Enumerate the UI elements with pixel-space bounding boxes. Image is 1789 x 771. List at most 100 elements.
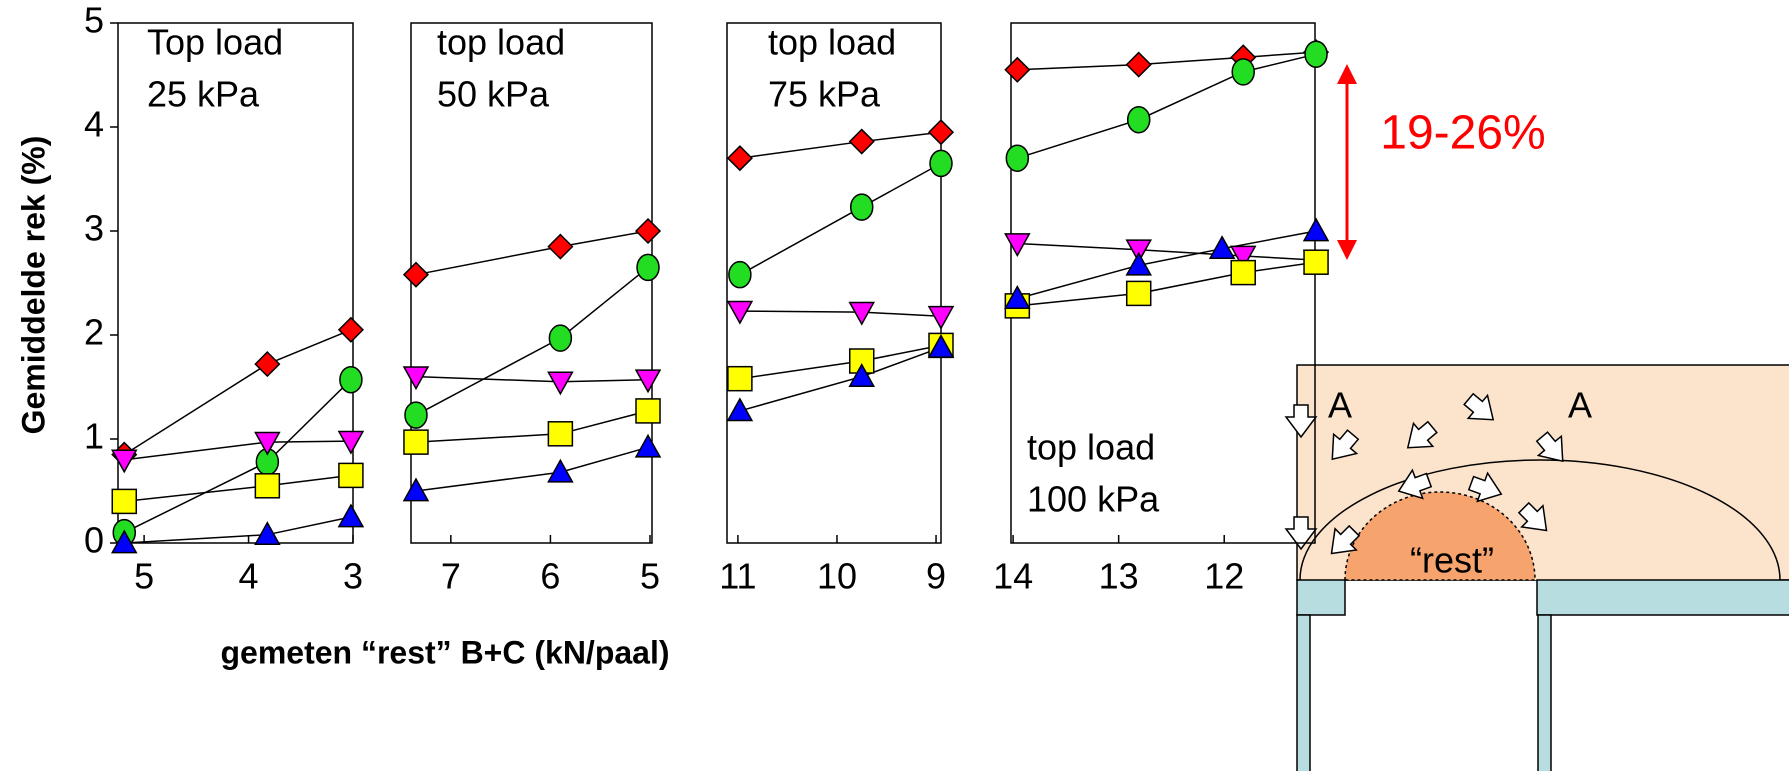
marker: [402, 477, 430, 502]
panel-title: top load: [768, 22, 896, 63]
marker: [1229, 245, 1257, 270]
panel-frame: [726, 22, 942, 544]
marker: [634, 369, 662, 394]
marker: [110, 529, 138, 554]
series-line: [123, 329, 352, 456]
marker: [634, 217, 662, 245]
marker: [927, 333, 955, 358]
marker: [1126, 105, 1151, 134]
panel-title: 50 kPa: [437, 74, 550, 115]
series-line: [739, 131, 942, 159]
series-line: [1017, 53, 1317, 159]
y-tick-label: 3: [84, 208, 104, 249]
annotation: 19-26%: [1380, 107, 1545, 160]
marker: [1208, 235, 1236, 260]
marker: [1005, 144, 1030, 172]
series-line: [739, 162, 942, 276]
series-line: [1017, 261, 1317, 307]
marker: [927, 305, 955, 330]
series-line: [739, 344, 942, 380]
marker: [404, 401, 428, 429]
series-line: [1017, 230, 1317, 300]
x-tick-label: 7: [441, 556, 461, 597]
marker: [1125, 251, 1152, 276]
panel-frame: [1010, 22, 1316, 544]
marker: [727, 365, 753, 392]
series-line: [415, 410, 649, 443]
marker: [548, 324, 573, 352]
marker: [1004, 56, 1031, 83]
panel-title: 75 kPa: [768, 74, 881, 115]
marker: [927, 119, 955, 146]
x-tick-label: 3: [343, 556, 363, 597]
panel-title: top load: [1027, 427, 1155, 468]
series-line: [124, 440, 351, 461]
series-line: [415, 446, 649, 492]
pile: [1537, 614, 1552, 771]
x-tick-label: 6: [540, 556, 560, 597]
x-tick-label: 4: [239, 556, 259, 597]
series-line: [739, 346, 942, 412]
marker: [402, 366, 430, 391]
series-line: [124, 474, 352, 503]
marker: [849, 193, 874, 221]
marker: [848, 363, 876, 387]
panel-frame: [117, 22, 354, 544]
marker: [726, 145, 753, 172]
marker: [547, 371, 574, 396]
marker: [848, 128, 875, 155]
series-line: [1017, 51, 1317, 71]
marker: [1230, 259, 1256, 286]
marker: [1125, 51, 1152, 78]
series-line: [415, 230, 649, 276]
marker: [254, 351, 281, 378]
marker: [339, 365, 363, 394]
series-line: [739, 310, 942, 318]
x-tick-label: 5: [640, 556, 660, 597]
marker: [635, 398, 661, 424]
marker: [1231, 58, 1255, 86]
diagram: A A “rest”: [1285, 364, 1789, 771]
marker: [1004, 285, 1031, 309]
marker: [111, 488, 138, 515]
marker: [636, 253, 660, 282]
marker: [254, 473, 281, 499]
marker: [1125, 280, 1152, 307]
panel-frame: [410, 22, 653, 544]
marker: [1304, 40, 1328, 68]
x-tick-label: 13: [1099, 556, 1139, 597]
rest-label: “rest”: [1410, 540, 1494, 581]
marker: [337, 430, 365, 455]
range-arrow: [1337, 64, 1357, 260]
marker: [634, 433, 662, 458]
y-tick-label: 5: [84, 0, 104, 41]
panel-title: Top load: [147, 22, 283, 63]
x-axis-title: gemeten “rest” B+C (kN/paal): [220, 634, 669, 670]
x-tick-label: 5: [134, 556, 154, 597]
pile: [1296, 614, 1311, 771]
marker: [254, 431, 281, 456]
diagram-label: A: [1568, 385, 1592, 426]
marker: [254, 521, 281, 546]
y-axis-title: Gemiddelde rek (%): [15, 136, 51, 435]
marker: [337, 316, 364, 343]
marker: [547, 421, 574, 447]
marker: [338, 462, 364, 489]
series-line: [1017, 242, 1317, 261]
y-tick-label: 2: [84, 312, 104, 353]
y-tick-label: 0: [84, 520, 104, 561]
series-line: [124, 516, 352, 544]
x-tick-label: 12: [1204, 556, 1244, 597]
diagram-label: A: [1328, 385, 1352, 426]
x-tick-label: 9: [926, 556, 946, 597]
marker: [726, 397, 754, 422]
series-line: [415, 266, 649, 416]
marker: [403, 429, 429, 455]
x-tick-label: 14: [993, 556, 1033, 597]
marker: [547, 458, 574, 483]
y-tick-label: 4: [84, 104, 104, 145]
marker: [1125, 239, 1152, 264]
marker: [1303, 249, 1329, 275]
panel-title: 25 kPa: [147, 74, 260, 115]
